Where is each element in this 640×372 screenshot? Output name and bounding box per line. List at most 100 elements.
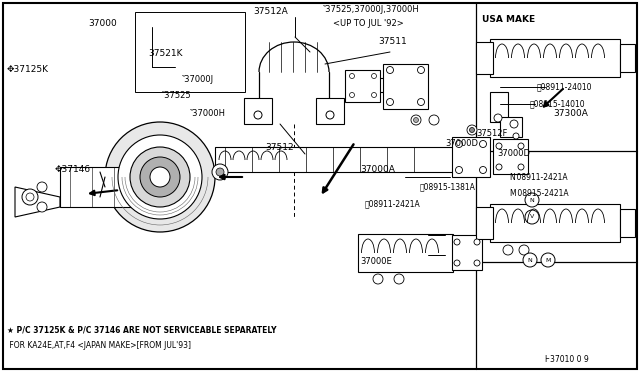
Text: USA MAKE: USA MAKE — [482, 16, 535, 25]
Circle shape — [494, 114, 502, 122]
Circle shape — [254, 111, 262, 119]
Circle shape — [479, 141, 486, 148]
Text: Ⓠ08911-24010: Ⓠ08911-24010 — [537, 83, 593, 92]
Bar — [358, 234, 453, 272]
Circle shape — [371, 74, 376, 78]
Circle shape — [518, 143, 524, 149]
Circle shape — [411, 115, 421, 125]
Circle shape — [523, 253, 537, 267]
Bar — [345, 70, 380, 102]
Text: 37512A: 37512A — [253, 7, 288, 16]
Text: <UP TO JUL '92>: <UP TO JUL '92> — [333, 19, 404, 28]
Circle shape — [519, 245, 529, 255]
Circle shape — [510, 120, 518, 128]
Circle shape — [150, 167, 170, 187]
Text: 37000A: 37000A — [360, 166, 395, 174]
Circle shape — [37, 182, 47, 192]
Bar — [135, 12, 245, 92]
Text: N: N — [530, 198, 534, 202]
Circle shape — [474, 260, 480, 266]
Circle shape — [456, 167, 463, 173]
Circle shape — [454, 260, 460, 266]
Circle shape — [525, 210, 539, 224]
Text: 37512: 37512 — [265, 142, 294, 151]
Circle shape — [467, 125, 477, 135]
Circle shape — [105, 122, 215, 232]
Circle shape — [373, 274, 383, 284]
Circle shape — [326, 111, 334, 119]
Bar — [215, 147, 465, 172]
Circle shape — [503, 245, 513, 255]
Circle shape — [212, 164, 228, 180]
Bar — [500, 117, 522, 137]
Circle shape — [387, 99, 394, 106]
Circle shape — [140, 157, 180, 197]
Circle shape — [470, 128, 474, 132]
Circle shape — [479, 167, 486, 173]
Circle shape — [349, 74, 355, 78]
Circle shape — [496, 164, 502, 170]
Bar — [316, 98, 344, 124]
Circle shape — [216, 168, 224, 176]
Text: V: V — [530, 215, 534, 219]
Circle shape — [417, 99, 424, 106]
Bar — [490, 92, 508, 122]
Circle shape — [417, 67, 424, 74]
Text: ‶37000J: ‶37000J — [182, 76, 214, 84]
Text: Ͱ37010 0 9: Ͱ37010 0 9 — [545, 356, 589, 365]
Circle shape — [456, 141, 463, 148]
Text: Ⓠ08911-2421A: Ⓠ08911-2421A — [365, 199, 420, 208]
Text: ✥37125K: ✥37125K — [7, 65, 49, 74]
Text: ★ P/C 37125K & P/C 37146 ARE NOT SERVICEABLE SEPARATELY: ★ P/C 37125K & P/C 37146 ARE NOT SERVICE… — [7, 326, 276, 334]
Bar — [383, 64, 428, 109]
Circle shape — [130, 147, 190, 207]
Text: 37300A: 37300A — [553, 109, 588, 119]
Bar — [490, 204, 620, 242]
Circle shape — [429, 115, 439, 125]
Circle shape — [541, 253, 555, 267]
Circle shape — [394, 274, 404, 284]
Text: 37000E: 37000E — [360, 257, 392, 266]
Text: ⓖ08915-14010: ⓖ08915-14010 — [530, 99, 586, 109]
Text: 37521K: 37521K — [148, 49, 182, 58]
Text: ‶37000H: ‶37000H — [190, 109, 226, 118]
Polygon shape — [15, 187, 60, 217]
Circle shape — [387, 67, 394, 74]
Bar — [620, 209, 635, 237]
Circle shape — [371, 93, 376, 97]
Circle shape — [513, 133, 519, 139]
Circle shape — [496, 143, 502, 149]
Bar — [60, 167, 160, 207]
Text: 37511: 37511 — [378, 38, 407, 46]
Bar — [620, 44, 635, 72]
Circle shape — [518, 164, 524, 170]
Text: N: N — [527, 257, 532, 263]
Text: M: M — [545, 257, 550, 263]
Circle shape — [118, 135, 202, 219]
Text: 37000: 37000 — [88, 19, 116, 29]
Text: FOR KA24E,AT,F4 <JAPAN MAKE>[FROM JUL'93]: FOR KA24E,AT,F4 <JAPAN MAKE>[FROM JUL'93… — [7, 341, 191, 350]
Text: ✥37146: ✥37146 — [55, 166, 91, 174]
Text: M 08915-2421A: M 08915-2421A — [510, 189, 568, 199]
Circle shape — [454, 239, 460, 245]
Circle shape — [525, 193, 539, 207]
Text: ‶37525: ‶37525 — [162, 92, 191, 100]
Circle shape — [22, 189, 38, 205]
Text: 37512F: 37512F — [476, 129, 508, 138]
Text: N 08911-2421A: N 08911-2421A — [510, 173, 568, 182]
Bar — [244, 98, 272, 124]
Circle shape — [474, 239, 480, 245]
Circle shape — [37, 202, 47, 212]
Bar — [452, 235, 482, 270]
Bar — [493, 139, 528, 174]
Text: 37000D: 37000D — [497, 150, 530, 158]
Circle shape — [26, 193, 34, 201]
Text: 37000D: 37000D — [445, 140, 478, 148]
Circle shape — [413, 118, 419, 122]
Text: Ⓠ08915-1381A: Ⓠ08915-1381A — [420, 183, 476, 192]
Circle shape — [349, 93, 355, 97]
Bar — [490, 39, 620, 77]
Bar — [476, 207, 493, 239]
Bar — [476, 42, 493, 74]
Text: ‶37525,37000J,37000H: ‶37525,37000J,37000H — [323, 6, 420, 15]
